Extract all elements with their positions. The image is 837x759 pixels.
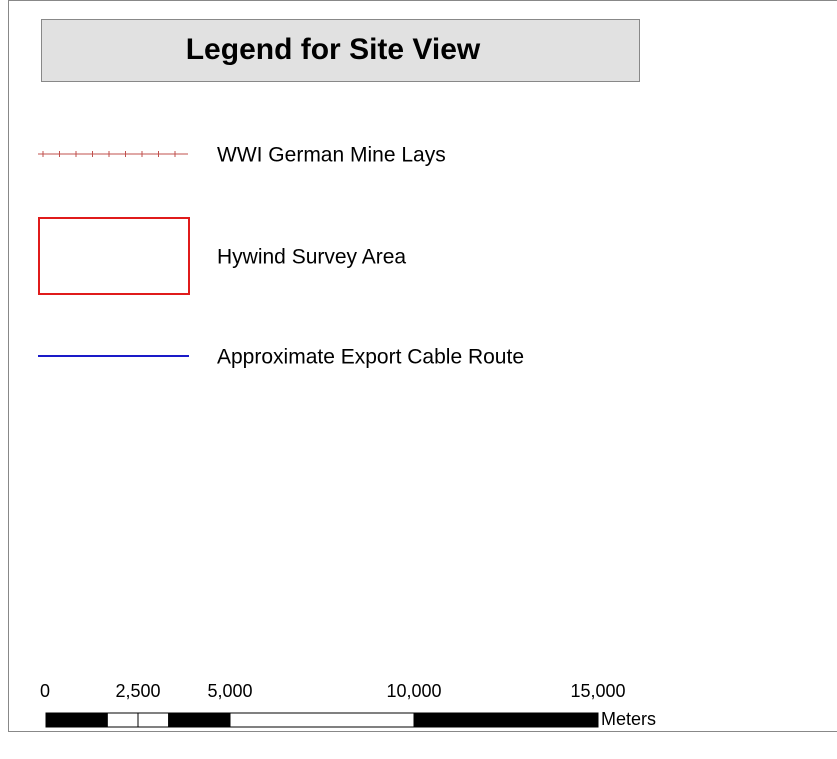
scale-tick-label: 0: [40, 681, 50, 701]
title-box: [41, 19, 640, 82]
legend-label: Hywind Survey Area: [217, 246, 406, 269]
frame: [8, 0, 837, 732]
scale-segment: [413, 712, 599, 728]
legend-label: Approximate Export Cable Route: [217, 346, 524, 369]
scale-segment: [229, 712, 415, 728]
scale-segment: [45, 712, 108, 728]
scale-tick-label: 5,000: [207, 681, 252, 701]
legend-label: WWI German Mine Lays: [217, 144, 446, 167]
legend-title: Legend for Site View: [186, 33, 481, 66]
scale-segment: [168, 712, 231, 728]
survey-area-symbol: [38, 217, 190, 295]
scale-tick-label: 15,000: [570, 681, 625, 701]
scale-tick-label: 10,000: [386, 681, 441, 701]
scale-unit: Meters: [601, 709, 656, 729]
scale-tick-label: 2,500: [115, 681, 160, 701]
